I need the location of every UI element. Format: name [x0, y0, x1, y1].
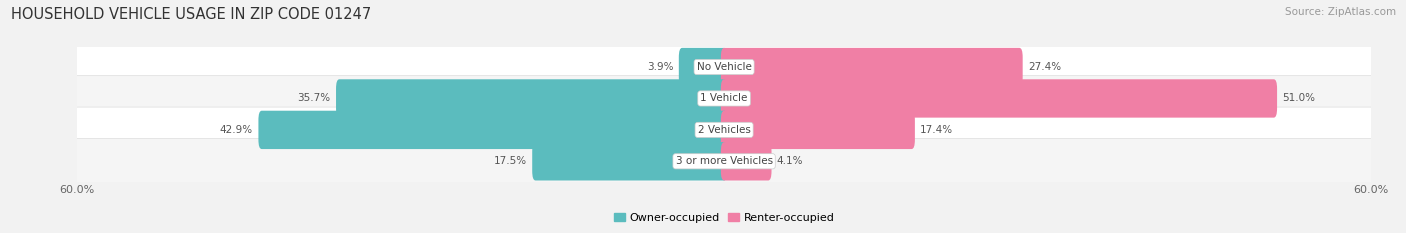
Text: 35.7%: 35.7% — [298, 93, 330, 103]
FancyBboxPatch shape — [721, 79, 1277, 118]
Text: 2 Vehicles: 2 Vehicles — [697, 125, 751, 135]
FancyBboxPatch shape — [721, 48, 1022, 86]
FancyBboxPatch shape — [721, 142, 772, 181]
FancyBboxPatch shape — [721, 111, 915, 149]
Text: 42.9%: 42.9% — [219, 125, 253, 135]
Text: 17.5%: 17.5% — [494, 156, 527, 166]
Text: Source: ZipAtlas.com: Source: ZipAtlas.com — [1285, 7, 1396, 17]
Text: 4.1%: 4.1% — [778, 156, 803, 166]
Text: 1 Vehicle: 1 Vehicle — [700, 93, 748, 103]
Text: 51.0%: 51.0% — [1282, 93, 1316, 103]
Text: 3.9%: 3.9% — [647, 62, 673, 72]
Legend: Owner-occupied, Renter-occupied: Owner-occupied, Renter-occupied — [609, 209, 839, 228]
Text: 17.4%: 17.4% — [921, 125, 953, 135]
Text: 27.4%: 27.4% — [1028, 62, 1062, 72]
Text: 3 or more Vehicles: 3 or more Vehicles — [675, 156, 773, 166]
FancyBboxPatch shape — [75, 44, 1374, 90]
FancyBboxPatch shape — [75, 107, 1374, 153]
Text: HOUSEHOLD VEHICLE USAGE IN ZIP CODE 01247: HOUSEHOLD VEHICLE USAGE IN ZIP CODE 0124… — [11, 7, 371, 22]
FancyBboxPatch shape — [679, 48, 727, 86]
FancyBboxPatch shape — [533, 142, 727, 181]
Text: No Vehicle: No Vehicle — [696, 62, 752, 72]
FancyBboxPatch shape — [75, 76, 1374, 121]
FancyBboxPatch shape — [75, 139, 1374, 184]
FancyBboxPatch shape — [259, 111, 727, 149]
FancyBboxPatch shape — [336, 79, 727, 118]
